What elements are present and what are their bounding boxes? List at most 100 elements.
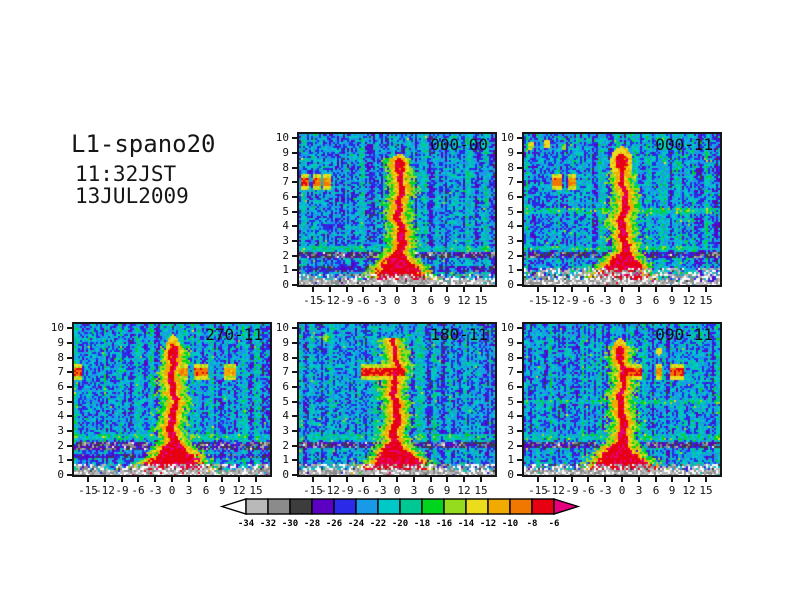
y-axis-tick (67, 474, 72, 476)
colorbar-under-arrow (219, 498, 247, 515)
y-tick-label: 3 (282, 234, 289, 247)
x-tick-label: 0 (393, 484, 401, 497)
x-tick-label: -12 (95, 484, 115, 497)
x-tick-label: -15 (528, 294, 548, 307)
x-axis-tick (688, 287, 690, 292)
colorbar-tick-label: -32 (260, 519, 276, 529)
y-axis-tick (67, 386, 72, 388)
x-axis-tick (554, 477, 556, 482)
x-tick-label: 6 (427, 294, 435, 307)
y-axis-tick (517, 386, 522, 388)
colorbar-tick-label: -14 (458, 519, 475, 529)
x-axis-tick (104, 477, 106, 482)
x-tick-label: -3 (598, 484, 612, 497)
y-tick-label: 8 (57, 351, 64, 364)
x-axis-tick (655, 477, 657, 482)
y-tick-label: 6 (57, 380, 64, 393)
x-tick-label: 12 (457, 294, 471, 307)
y-axis-tick (292, 225, 297, 227)
x-tick-label: 6 (652, 294, 660, 307)
x-tick-label: 0 (618, 484, 626, 497)
y-tick-label: 0 (57, 468, 64, 481)
y-tick-label: 10 (500, 321, 514, 334)
y-axis-tick (517, 371, 522, 373)
x-axis-tick (480, 477, 482, 482)
colorbar-cell (377, 498, 401, 515)
y-tick-label: 4 (507, 219, 514, 232)
colorbar-tick-label: -34 (238, 519, 255, 529)
y-axis-tick (517, 401, 522, 403)
y-axis-tick (67, 357, 72, 359)
y-axis-tick (517, 152, 522, 154)
x-tick-label: 3 (635, 294, 643, 307)
y-axis-tick (517, 342, 522, 344)
y-tick-label: 2 (507, 439, 514, 452)
colorbar: -34 -32 -30 -28 -26 -24 -22 -20 -18 -16 -14 -12 -10-… (218, 497, 582, 531)
x-axis-tick (554, 287, 556, 292)
y-tick-label: 1 (507, 453, 514, 466)
x-axis-tick (463, 287, 465, 292)
colorbar-cell (311, 498, 335, 515)
x-tick-label: -12 (320, 484, 340, 497)
y-tick-label: 9 (282, 336, 289, 349)
y-axis-tick (292, 196, 297, 198)
spectrogram-canvas (72, 322, 272, 477)
y-axis-tick (67, 445, 72, 447)
y-tick-label: 10 (50, 321, 64, 334)
x-tick-label: 3 (635, 484, 643, 497)
y-tick-label: 5 (282, 205, 289, 218)
x-tick-label: 3 (410, 484, 418, 497)
x-axis-tick (396, 477, 398, 482)
x-axis-tick (238, 477, 240, 482)
x-tick-label: 9 (668, 294, 676, 307)
y-axis-tick (292, 240, 297, 242)
x-tick-label: -9 (565, 484, 579, 497)
x-tick-label: 0 (618, 294, 626, 307)
y-axis-tick (292, 167, 297, 169)
colorbar-tick-label: -20 (392, 519, 408, 529)
y-axis-tick (517, 211, 522, 213)
colorbar-tick-label: -16 (436, 519, 452, 529)
y-axis-tick (292, 211, 297, 213)
colorbar-cell (245, 498, 269, 515)
x-tick-label: -3 (148, 484, 162, 497)
panel-title: 090-11 (655, 325, 713, 344)
x-axis-tick (188, 477, 190, 482)
y-axis-tick (292, 327, 297, 329)
x-tick-label: -6 (131, 484, 145, 497)
y-tick-label: 5 (57, 395, 64, 408)
colorbar-tick-label: -26 (326, 519, 342, 529)
y-tick-label: 4 (507, 409, 514, 422)
y-tick-label: 6 (507, 380, 514, 393)
x-axis-tick (329, 477, 331, 482)
colorbar-tick-label: -6 (549, 519, 560, 529)
x-axis-tick (688, 477, 690, 482)
colorbar-tick-label: -28 (304, 519, 320, 529)
x-axis-tick (329, 287, 331, 292)
y-tick-label: 7 (57, 365, 64, 378)
x-tick-label: -3 (373, 294, 387, 307)
colorbar-tick-label: -18 (414, 519, 430, 529)
y-axis-tick (517, 459, 522, 461)
x-axis-tick (537, 287, 539, 292)
spectrogram-canvas (297, 132, 497, 287)
y-tick-label: 1 (282, 453, 289, 466)
y-axis-tick (292, 284, 297, 286)
y-axis-tick (292, 445, 297, 447)
x-tick-label: -9 (115, 484, 129, 497)
colorbar-cell (443, 498, 467, 515)
y-axis-tick (67, 430, 72, 432)
colorbar-cell (465, 498, 489, 515)
y-tick-label: 0 (507, 468, 514, 481)
x-axis-tick (346, 287, 348, 292)
x-tick-label: 6 (652, 484, 660, 497)
y-tick-label: 7 (507, 175, 514, 188)
y-tick-label: 6 (507, 190, 514, 203)
panel-090-11: 090-11 0 1 2 3 4 5 6 7 8 9 10 -15 -12 -9 -6 -3 0 3 6 9 12 15 (501, 321, 722, 497)
y-tick-label: 0 (282, 468, 289, 481)
colorbar-tick-label: -10 (502, 519, 518, 529)
y-axis-tick (517, 240, 522, 242)
timestamp-label: 11:32JST (75, 162, 177, 186)
y-axis-tick (292, 401, 297, 403)
y-axis-tick (292, 137, 297, 139)
